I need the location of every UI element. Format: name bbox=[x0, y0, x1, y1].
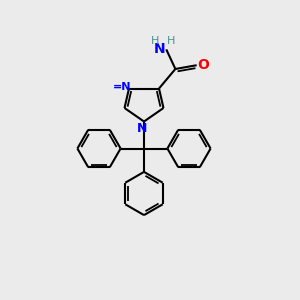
Text: N: N bbox=[137, 122, 148, 135]
Text: H: H bbox=[167, 36, 175, 46]
Text: N: N bbox=[154, 42, 166, 56]
Text: O: O bbox=[197, 58, 209, 72]
Text: H: H bbox=[151, 36, 159, 46]
Text: =N: =N bbox=[113, 82, 132, 92]
